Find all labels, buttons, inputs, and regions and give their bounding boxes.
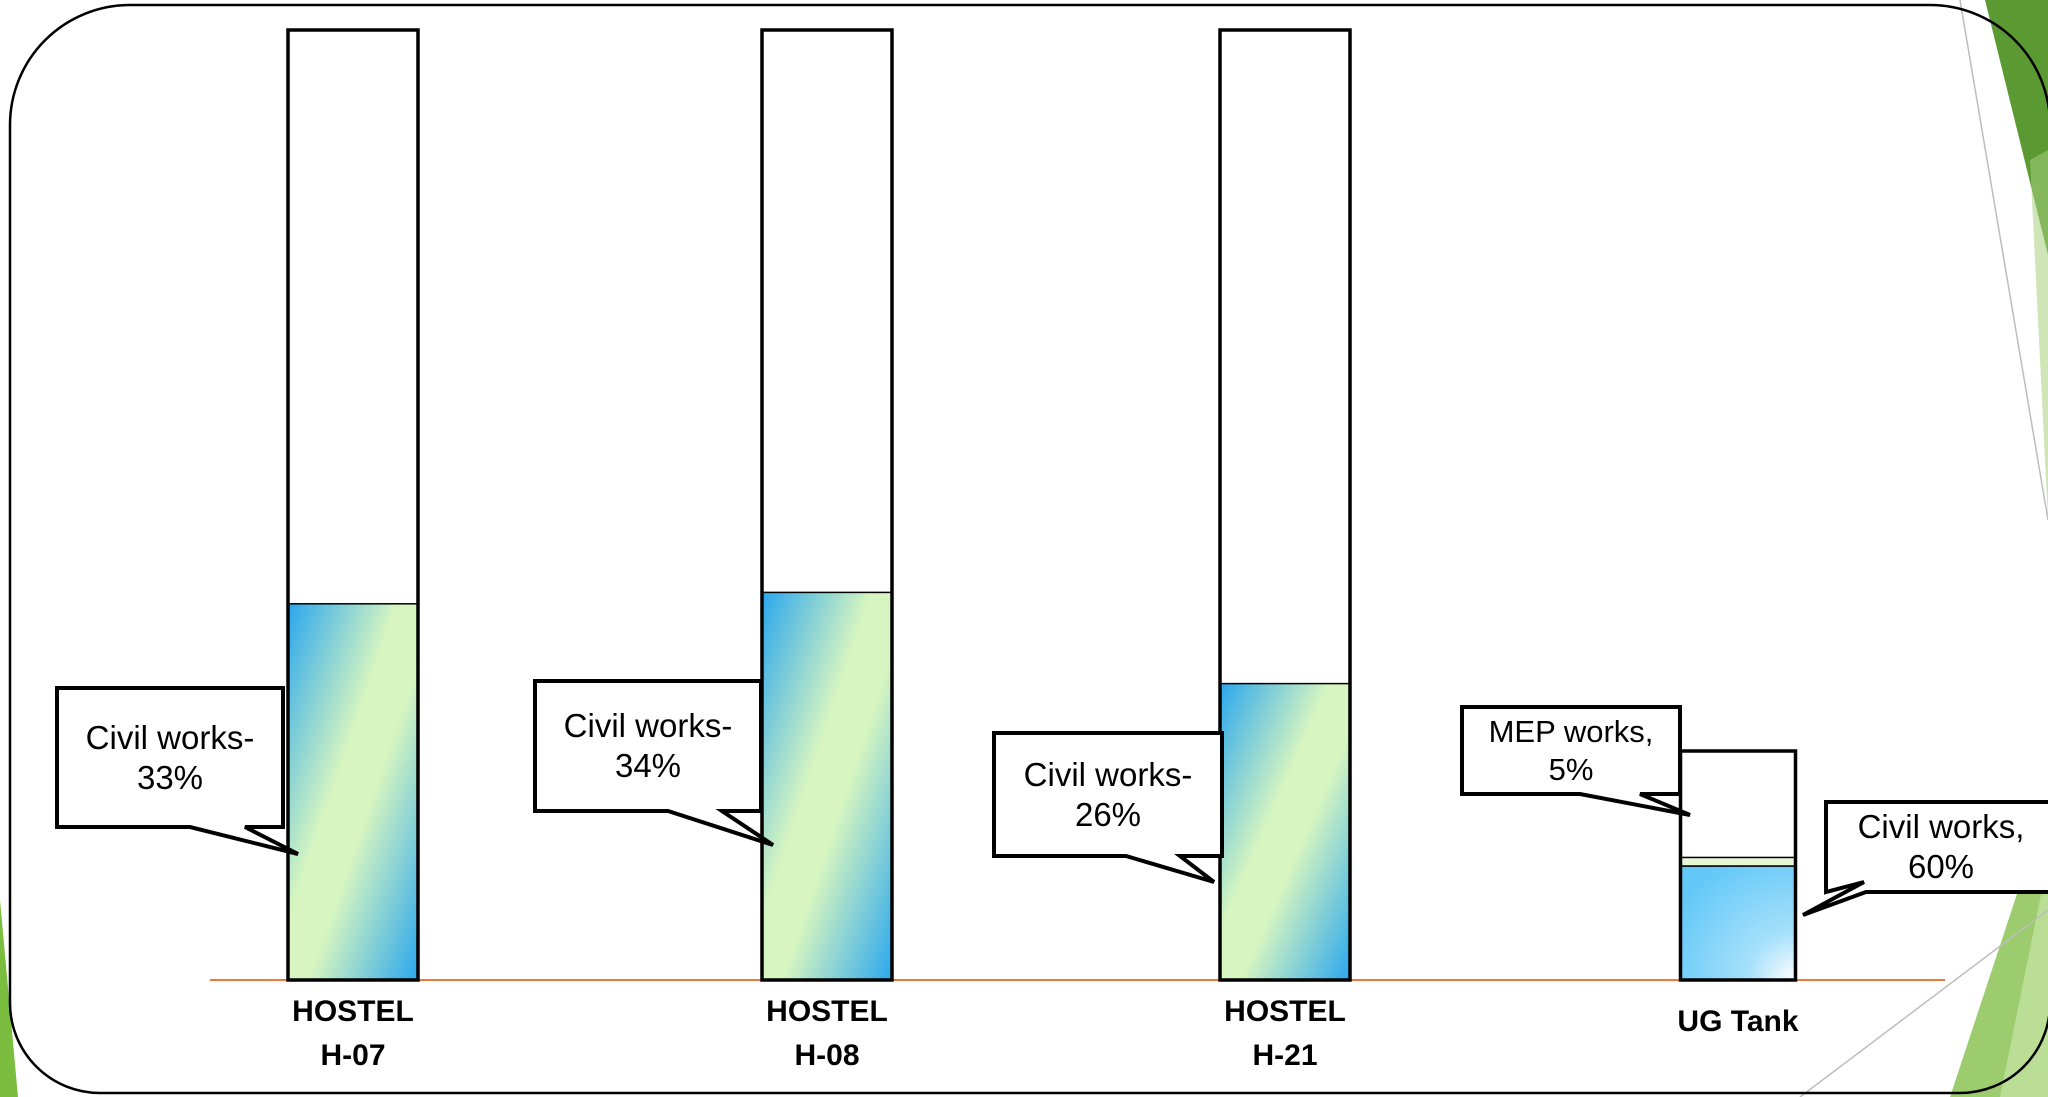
callout-box-3 [1460,705,1691,817]
callout-text-2: Civil works-26% [1023,755,1193,833]
category-label-0: HOSTEL H-07 [292,995,414,1072]
category-label-1: HOSTEL H-08 [766,995,888,1072]
decor-line-1 [1959,0,2048,521]
bar-outline-3 [1678,749,1798,982]
bar-civil-1 [761,591,893,981]
bar-outline-1 [760,28,894,982]
callout-box-4 [1802,800,2048,917]
callout-text-4: Civil works, 60% [1857,808,2025,885]
callout-text-3: MEP works, 5% [1488,714,1654,787]
bar-outline-2 [1218,28,1352,982]
bar-mep-3 [1679,856,1797,867]
category-label-2: HOSTEL H-21 [1224,995,1346,1072]
callout-box-0 [55,686,299,856]
callout-box-2 [992,731,1224,884]
callout-text-0: Civil works-33% [85,718,255,796]
bar-outline-0 [286,28,420,982]
category-label-3: UG Tank [1677,1005,1799,1038]
callout-box-1 [533,679,775,847]
callout-text-1: Civil works-34% [563,707,733,784]
bar-civil-0 [287,603,419,981]
decor-line-2 [1799,909,2048,1097]
chart-frame [8,3,2048,1095]
bar-civil-3 [1679,865,1797,981]
green-accent-mid-right [2030,150,2048,520]
bar-civil-2 [1219,682,1351,981]
